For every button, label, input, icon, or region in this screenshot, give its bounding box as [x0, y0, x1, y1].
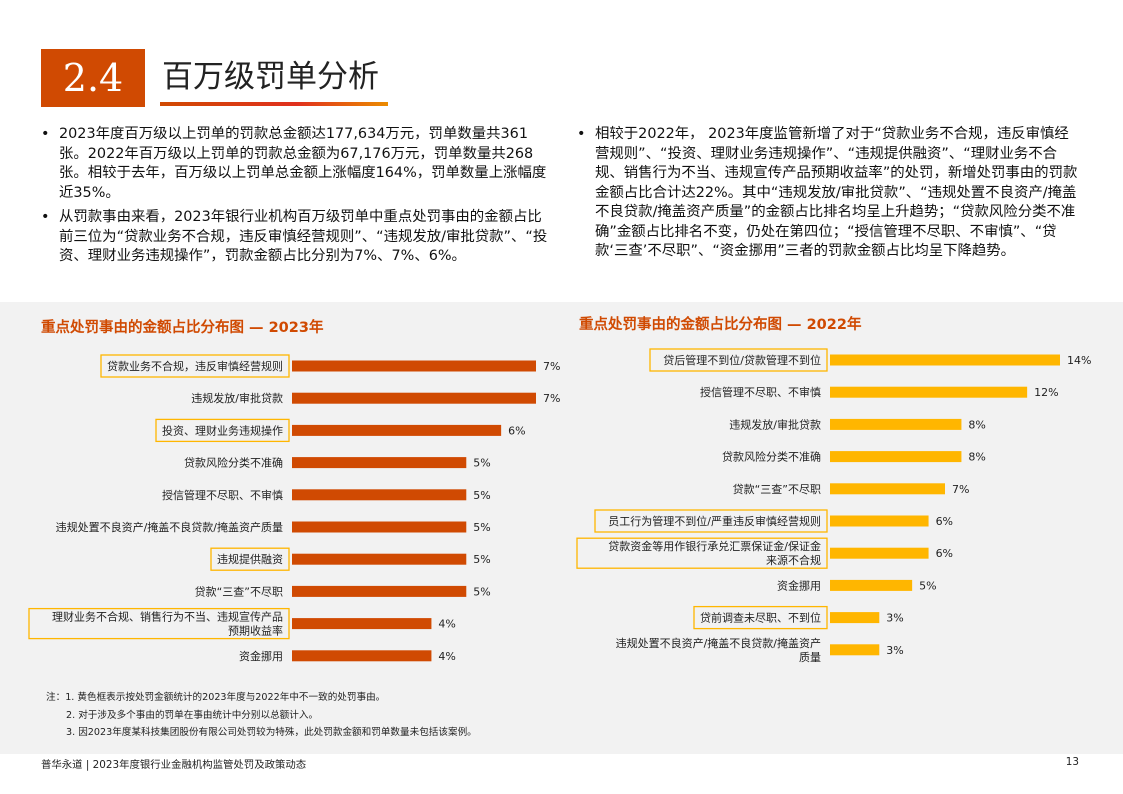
category-label: 授信管理不尽职、不审慎: [700, 385, 821, 399]
chart-bar: [830, 386, 1028, 398]
chart-bar: [830, 579, 913, 591]
chart-bar: [830, 547, 929, 559]
category-label: 贷款风险分类不准确: [722, 450, 821, 464]
category-label: 违规发放/审批贷款: [191, 391, 283, 405]
highlight-box: [649, 348, 828, 372]
bar-value-label: 3%: [886, 612, 903, 625]
category-label: 投资、理财业务违规操作: [162, 423, 283, 437]
chart-bar: [292, 618, 432, 630]
notes: 注：1. 黄色框表示按处罚金额统计的2023年度与2022年中不一致的处罚事由。…: [46, 689, 477, 742]
chart-bar: [830, 451, 962, 463]
category-label: 违规提供融资: [217, 552, 283, 566]
bar-value-label: 12%: [1034, 386, 1058, 399]
chart-bar: [292, 521, 467, 533]
chart-title-2022: 重点处罚事由的金额占比分布图 — 2022年: [579, 317, 862, 333]
category-label: 违规处置不良资产/掩盖不良贷款/掩盖资产质量: [56, 520, 283, 534]
bar-value-label: 5%: [473, 553, 490, 566]
category-label: 贷前调查未尽职、不到位: [700, 611, 821, 625]
bar-value-label: 7%: [543, 392, 560, 405]
chart-bar: [292, 585, 467, 597]
category-label: 质量: [799, 651, 821, 664]
bullet-item: 相较于2022年， 2023年度监管新增了对于“贷款业务不合规，违反审慎经营规则…: [577, 125, 1082, 262]
chart-bar: [830, 483, 945, 495]
bar-value-label: 6%: [936, 515, 953, 528]
bar-value-label: 5%: [473, 521, 490, 534]
category-label: 贷款业务不合规，违反审慎经营规则: [107, 359, 283, 373]
category-label: 违规发放/审批贷款: [729, 417, 821, 431]
category-label: 授信管理不尽职、不审慎: [162, 488, 283, 502]
chart-bar: [292, 360, 536, 372]
category-label: 贷款风险分类不准确: [184, 456, 283, 470]
chart-bar: [830, 354, 1060, 366]
bar-value-label: 5%: [473, 489, 490, 502]
chart-bar: [292, 392, 536, 404]
highlight-box: [210, 547, 290, 571]
chart-bar: [292, 553, 467, 565]
page-number: 13: [1065, 756, 1079, 768]
page-title: 百万级罚单分析: [162, 59, 379, 95]
bar-value-label: 7%: [543, 360, 560, 373]
chart-bar: [830, 644, 880, 656]
note-item: 2. 对于涉及多个事由的罚单在事由统计中分别以总额计入。: [66, 709, 319, 721]
category-label: 贷款“三查”不尽职: [733, 482, 821, 496]
title-underline: [160, 102, 388, 106]
bar-value-label: 8%: [968, 418, 985, 431]
category-label: 理财业务不合规、销售行为不当、违规宣传产品: [52, 610, 283, 624]
bar-value-label: 4%: [438, 650, 455, 663]
note-item: 3. 因2023年度某科技集团股份有限公司处罚较为特殊，此处罚款金额和罚单数量未…: [66, 727, 477, 738]
category-label: 贷款资金等用作银行承兑汇票保证金/保证金: [608, 539, 821, 553]
chart-bar: [292, 489, 467, 501]
chart-bar: [830, 515, 929, 527]
highlight-box: [576, 537, 828, 569]
bullet-item: 2023年度百万级以上罚单的罚款总金额达177,634万元，罚单数量共361张。…: [41, 125, 551, 203]
bullet-list-right: 相较于2022年， 2023年度监管新增了对于“贷款业务不合规，违反审慎经营规则…: [577, 125, 1082, 267]
category-label: 资金挪用: [777, 578, 821, 592]
category-label: 违规处置不良资产/掩盖不良贷款/掩盖资产: [616, 636, 821, 650]
category-label: 员工行为管理不到位/严重违反审慎经营规则: [608, 514, 821, 528]
bar-value-label: 5%: [919, 579, 936, 592]
chart-title-2023: 重点处罚事由的金额占比分布图 — 2023年: [41, 320, 324, 336]
footer-text: 普华永道 | 2023年度银行业金融机构监管处罚及政策动态: [41, 759, 307, 771]
highlight-box: [155, 418, 290, 443]
category-label: 预期收益率: [228, 624, 283, 638]
bullet-item: 从罚款事由来看，2023年银行业机构百万级罚单中重点处罚事由的金额占比前三位为“…: [41, 208, 551, 267]
bar-value-label: 8%: [968, 451, 985, 464]
bar-value-label: 4%: [438, 618, 455, 631]
chart-bar: [292, 650, 432, 662]
bar-value-label: 7%: [952, 483, 969, 496]
category-label: 贷款“三查”不尽职: [195, 584, 283, 598]
highlight-box: [28, 607, 290, 640]
bar-value-label: 6%: [936, 547, 953, 560]
chart-bar: [830, 418, 962, 430]
note-item: 1. 黄色框表示按处罚金额统计的2023年度与2022年中不一致的处罚事由。: [65, 692, 386, 703]
highlight-box: [100, 354, 290, 378]
chart-bar: [292, 424, 502, 436]
category-label: 来源不合规: [766, 553, 821, 567]
bullet-list-left: 2023年度百万级以上罚单的罚款总金额达177,634万元，罚单数量共361张。…: [41, 125, 551, 272]
bar-value-label: 5%: [473, 585, 490, 598]
bar-value-label: 5%: [473, 457, 490, 470]
notes-prefix: 注：: [46, 692, 66, 703]
chart-bar: [292, 457, 467, 469]
bar-value-label: 3%: [886, 644, 903, 657]
category-label: 资金挪用: [239, 649, 283, 663]
bar-value-label: 6%: [508, 424, 525, 437]
highlight-box: [594, 509, 828, 533]
chart-bar: [830, 612, 880, 624]
highlight-box: [693, 605, 828, 630]
bar-value-label: 14%: [1067, 354, 1091, 367]
section-number: 2.4: [41, 49, 145, 107]
category-label: 贷后管理不到位/贷款管理不到位: [663, 353, 821, 367]
